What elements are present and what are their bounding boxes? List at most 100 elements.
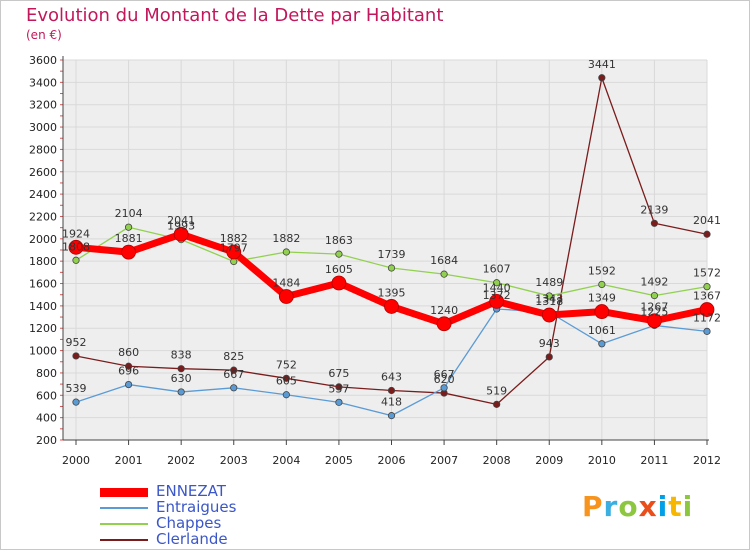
legend-label: ENNEZAT [156,482,226,500]
data-label-clerlande: 952 [66,336,87,349]
y-tick-label: 2800 [29,143,57,156]
data-point-clerlande [598,74,606,82]
legend-label: Chappes [156,514,222,532]
data-label-ennezat: 1349 [588,292,616,305]
logo-letter: i [657,490,669,523]
data-label-clerlande: 675 [328,367,349,380]
data-point-clerlande [282,374,290,382]
x-tick-label: 2006 [378,454,406,467]
data-label-chappes: 1492 [640,276,668,289]
y-tick-label: 2600 [29,166,57,179]
data-label-clerlande: 943 [539,337,560,350]
data-point-clerlande [335,383,343,391]
data-point-entraigues [703,327,711,335]
x-tick-label: 2001 [115,454,143,467]
data-point-clerlande [703,230,711,238]
data-label-entraigues: 1372 [483,289,511,302]
data-point-ennezat [489,294,505,309]
x-tick-label: 2000 [62,454,90,467]
data-point-clerlande [230,366,238,374]
data-label-ennezat: 1484 [272,276,300,289]
data-point-ennezat [384,299,399,314]
data-point-clerlande [650,219,659,227]
data-point-clerlande [177,365,185,373]
x-tick-label: 2010 [588,454,616,467]
data-label-entraigues: 537 [328,382,349,395]
legend-swatch [100,523,148,525]
data-label-clerlande: 3441 [588,58,616,71]
logo-letter: o [618,490,639,523]
y-tick-label: 3000 [29,121,57,134]
data-label-entraigues: 605 [276,375,297,388]
data-point-chappes [440,270,448,278]
data-point-entraigues [230,384,238,392]
data-point-ennezat [331,275,347,291]
data-label-ennezat: 1882 [220,232,248,245]
data-point-ennezat [226,244,242,260]
x-tick-label: 2011 [640,454,668,467]
data-point-ennezat [541,307,557,323]
x-tick-label: 2009 [535,454,563,467]
y-tick-label: 2000 [29,233,57,246]
data-label-clerlande: 519 [486,384,507,397]
y-tick-label: 1000 [29,345,57,358]
y-tick-label: 1200 [29,322,57,335]
data-point-clerlande [72,352,80,360]
data-label-ennezat: 2041 [167,214,195,227]
data-point-chappes [545,292,553,300]
legend-label: Entraigues [156,498,237,516]
y-tick-label: 1800 [29,255,57,268]
y-tick-label: 3200 [29,99,57,112]
logo-letter: x [638,490,658,523]
data-label-chappes: 2104 [115,207,143,220]
data-point-chappes [387,264,396,272]
data-label-ennezat: 1240 [430,304,458,317]
legend-label: Clerlande [156,530,228,548]
data-point-chappes [493,279,501,287]
data-label-ennezat: 1367 [693,290,721,303]
x-tick-label: 2007 [430,454,458,467]
data-point-entraigues [440,384,448,392]
y-tick-label: 200 [36,434,57,447]
data-label-clerlande: 825 [223,350,244,363]
data-point-entraigues [335,398,343,406]
data-label-entraigues: 667 [434,368,455,381]
data-label-chappes: 1863 [325,234,353,247]
data-point-ennezat [173,226,189,242]
data-label-entraigues: 696 [118,365,139,378]
data-label-clerlande: 838 [171,349,192,362]
data-label-clerlande: 860 [118,346,139,359]
data-label-ennezat: 1318 [535,295,563,308]
logo-letter: i [682,490,694,523]
x-tick-label: 2003 [220,454,248,467]
data-label-clerlande: 752 [276,358,297,371]
data-point-entraigues [72,398,80,406]
data-point-chappes [335,250,343,258]
data-label-entraigues: 1343 [535,292,563,305]
data-label-chappes: 1808 [62,240,90,253]
data-label-entraigues: 667 [223,368,244,381]
data-point-chappes [124,223,133,231]
y-tick-label: 600 [36,389,57,402]
y-tick-label: 1400 [29,300,57,313]
data-label-chappes: 1489 [535,276,563,289]
logo-letter: r [603,490,619,523]
plot-area [63,60,707,440]
proxiti-logo: Proxiti [582,490,693,523]
legend-swatch [100,539,148,541]
chart-title: Evolution du Montant de la Dette par Hab… [26,5,444,26]
data-point-chappes [282,248,290,256]
data-label-entraigues: 1172 [693,311,721,324]
data-label-entraigues: 418 [381,396,402,409]
logo-letter: t [668,490,683,523]
data-label-entraigues: 539 [66,382,87,395]
data-point-ennezat [68,239,84,255]
unit-label: (en €) [26,28,62,42]
data-point-entraigues [598,340,606,348]
data-point-chappes [598,280,606,289]
data-label-clerlande: 620 [434,373,455,386]
data-label-clerlande: 2139 [640,203,668,216]
y-tick-label: 3600 [29,54,57,67]
data-label-entraigues: 1225 [640,305,668,318]
